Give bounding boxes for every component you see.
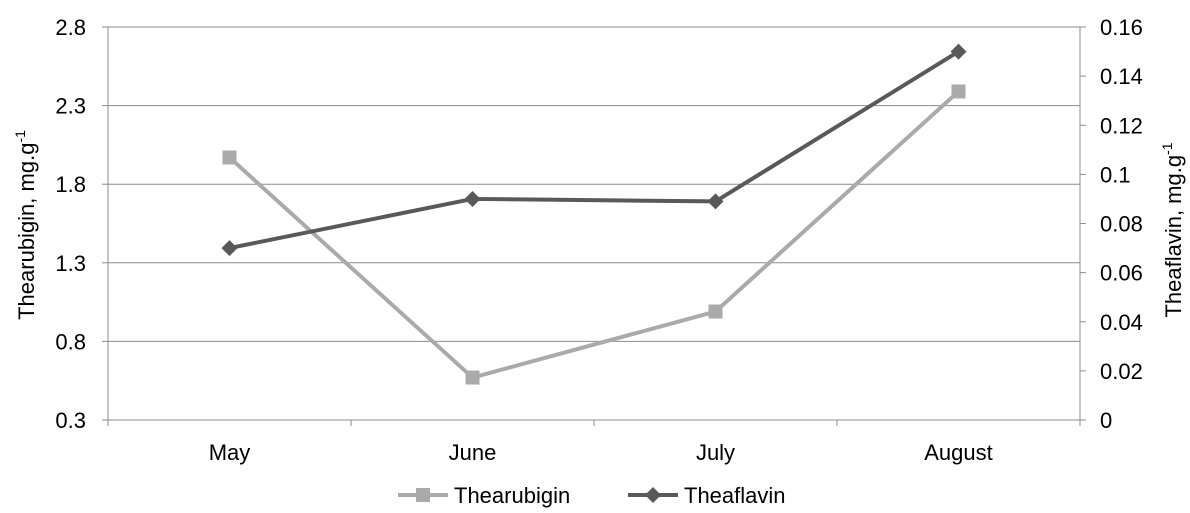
data-point-thearubigin (708, 304, 723, 319)
x-axis-ticks: May June July August (107, 420, 1081, 465)
legend-item-thearubigin: Thearubigin (398, 483, 570, 508)
data-point-thearubigin (222, 150, 237, 165)
right-axis-title: Theaflavin, mg.g-1 (1159, 142, 1186, 317)
left-tick-label: 0.8 (55, 329, 86, 354)
legend-item-theaflavin: Theaflavin (628, 483, 786, 508)
gridlines (108, 26, 1080, 421)
x-tick-label: May (209, 440, 251, 465)
data-point-thearubigin (951, 84, 966, 99)
legend-label-thearubigin: Thearubigin (454, 483, 570, 508)
left-tick-label: 1.3 (55, 251, 86, 276)
right-tick-label: 0.06 (1100, 261, 1143, 286)
right-tick-label: 0.16 (1100, 15, 1143, 40)
left-axis-title: Thearubigin, mg.g-1 (12, 130, 39, 320)
data-point-thearubigin (465, 370, 480, 385)
right-axis-ticks: 0 0.02 0.04 0.06 0.08 0.1 0.12 0.14 0.16 (1080, 15, 1143, 433)
x-tick-label: June (449, 440, 497, 465)
legend-marker-thearubigin (416, 488, 430, 502)
left-tick-label: 2.3 (55, 94, 86, 119)
left-tick-label: 1.8 (55, 172, 86, 197)
series-layer (221, 43, 967, 385)
series-line-thearubigin (228, 89, 960, 380)
legend-marker-theaflavin (645, 487, 661, 503)
right-tick-label: 0.08 (1100, 212, 1143, 237)
right-tick-label: 0.02 (1100, 359, 1143, 384)
data-point-theaflavin (464, 190, 481, 207)
legend: Thearubigin Theaflavin (398, 483, 786, 508)
axes (107, 27, 1081, 421)
x-tick-label: July (696, 440, 735, 465)
right-tick-label: 0.12 (1100, 113, 1143, 138)
left-tick-label: 2.8 (55, 15, 86, 40)
right-tick-label: 0.1 (1100, 162, 1131, 187)
right-tick-label: 0.14 (1100, 64, 1143, 89)
data-point-theaflavin (950, 43, 967, 60)
legend-label-theaflavin: Theaflavin (684, 483, 786, 508)
data-point-theaflavin (707, 193, 724, 210)
right-tick-label: 0 (1100, 408, 1112, 433)
right-tick-label: 0.04 (1100, 310, 1143, 335)
series-line-theaflavin (229, 49, 960, 251)
left-axis-ticks: 0.3 0.8 1.3 1.8 2.3 2.8 (55, 15, 108, 433)
x-tick-label: August (924, 440, 993, 465)
data-point-theaflavin (221, 240, 238, 257)
left-tick-label: 0.3 (55, 408, 86, 433)
